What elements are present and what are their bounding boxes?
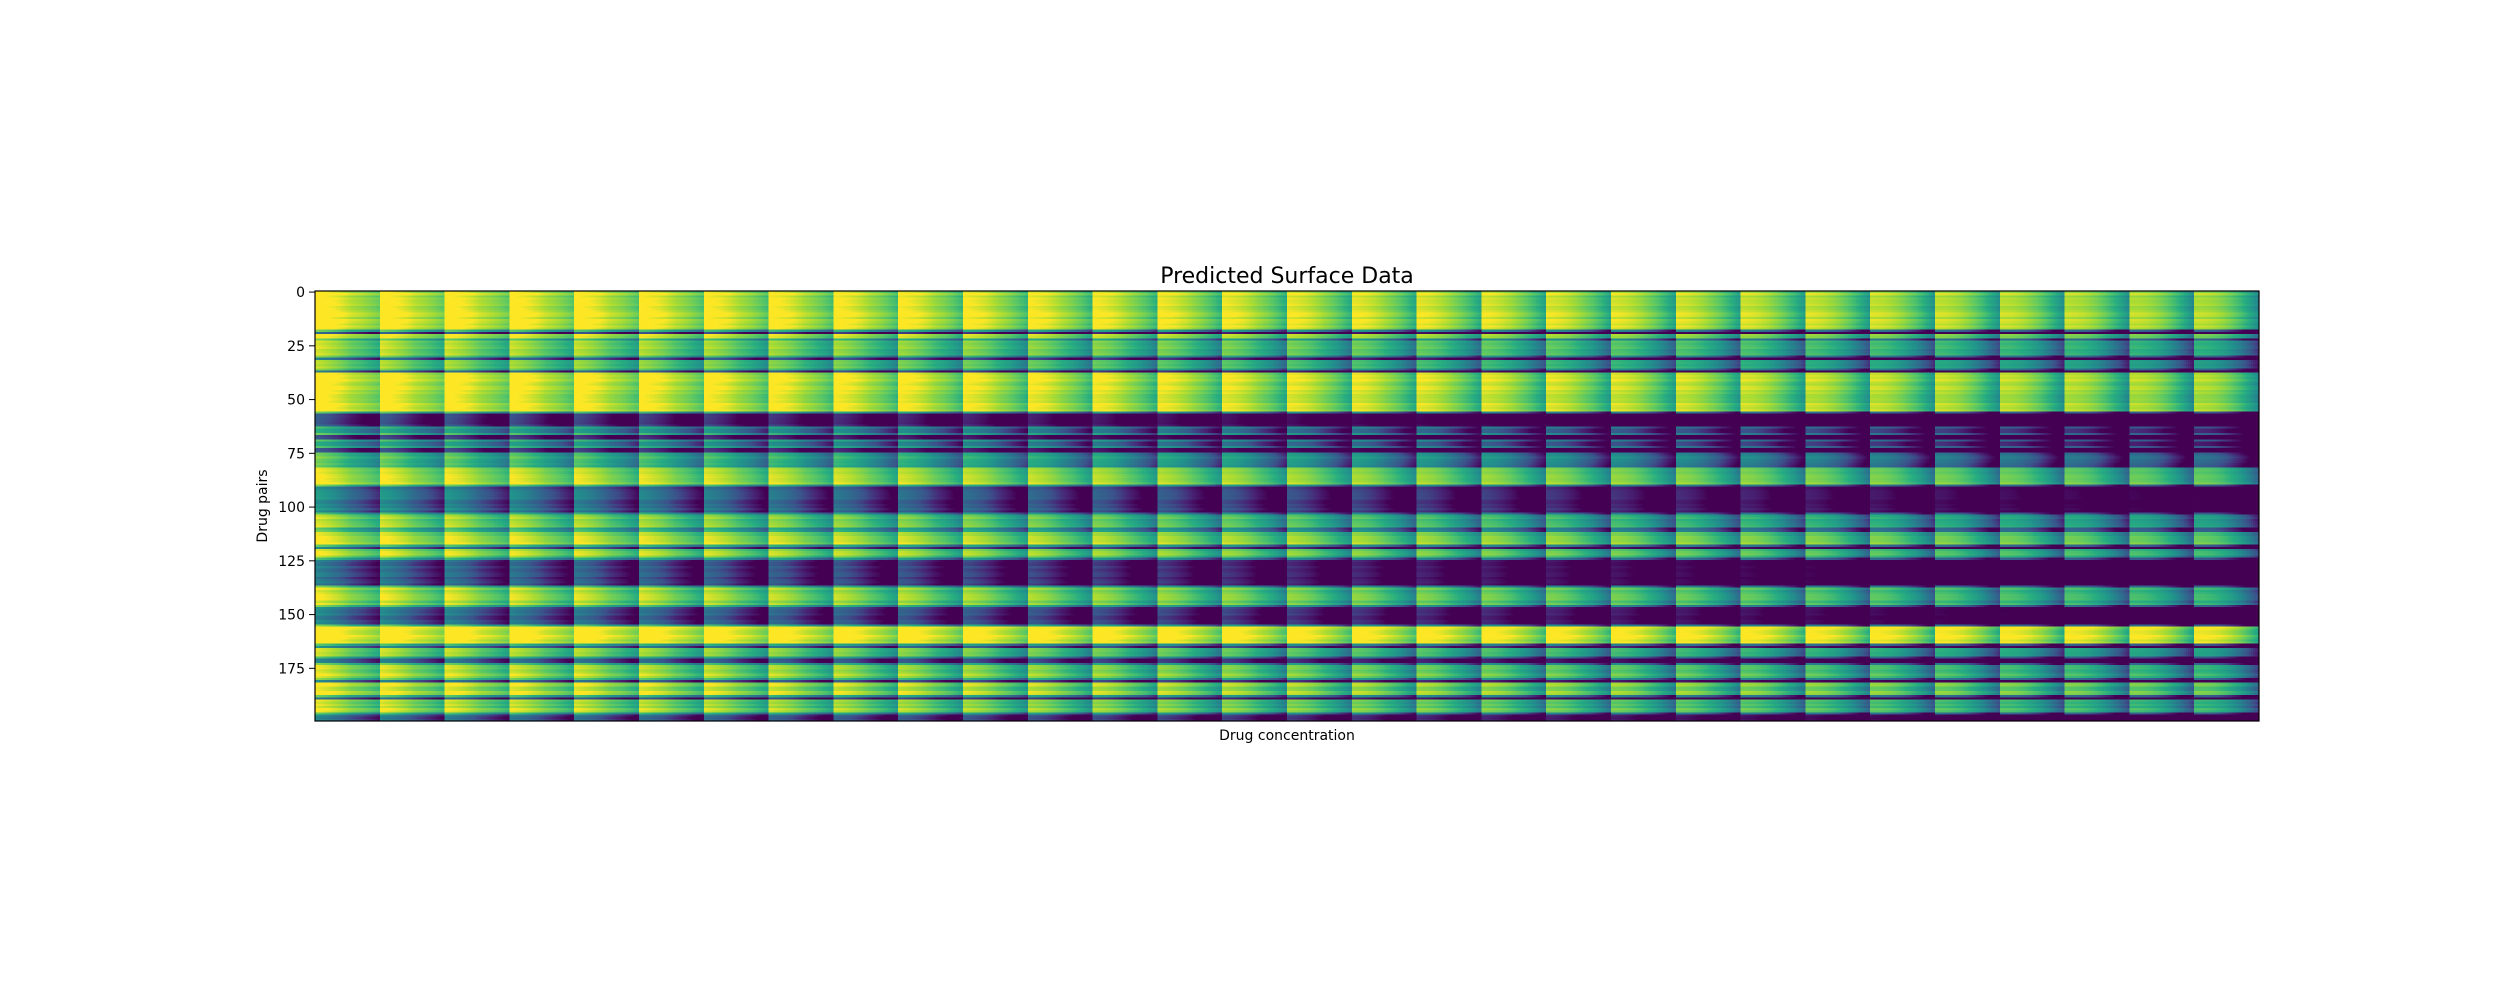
y-axis-label: Drug pairs	[255, 469, 271, 542]
y-axis-ticks: 0 25 50 75 100 125 150 175	[278, 285, 315, 677]
y-tick-label: 175	[278, 661, 305, 677]
y-tick-label: 75	[287, 446, 305, 462]
heatmap-image	[315, 291, 2259, 721]
plot-frame	[314, 290, 2260, 722]
x-axis-label: Drug concentration	[1219, 728, 1355, 744]
y-tick-label: 125	[278, 554, 305, 570]
y-tick-label: 100	[278, 500, 305, 516]
y-tick-label: 25	[287, 339, 305, 355]
y-tick-label: 150	[278, 608, 305, 624]
y-tick-label: 0	[296, 285, 305, 301]
chart-title: Predicted Surface Data	[1160, 264, 1414, 289]
y-tick-label: 50	[287, 393, 305, 409]
